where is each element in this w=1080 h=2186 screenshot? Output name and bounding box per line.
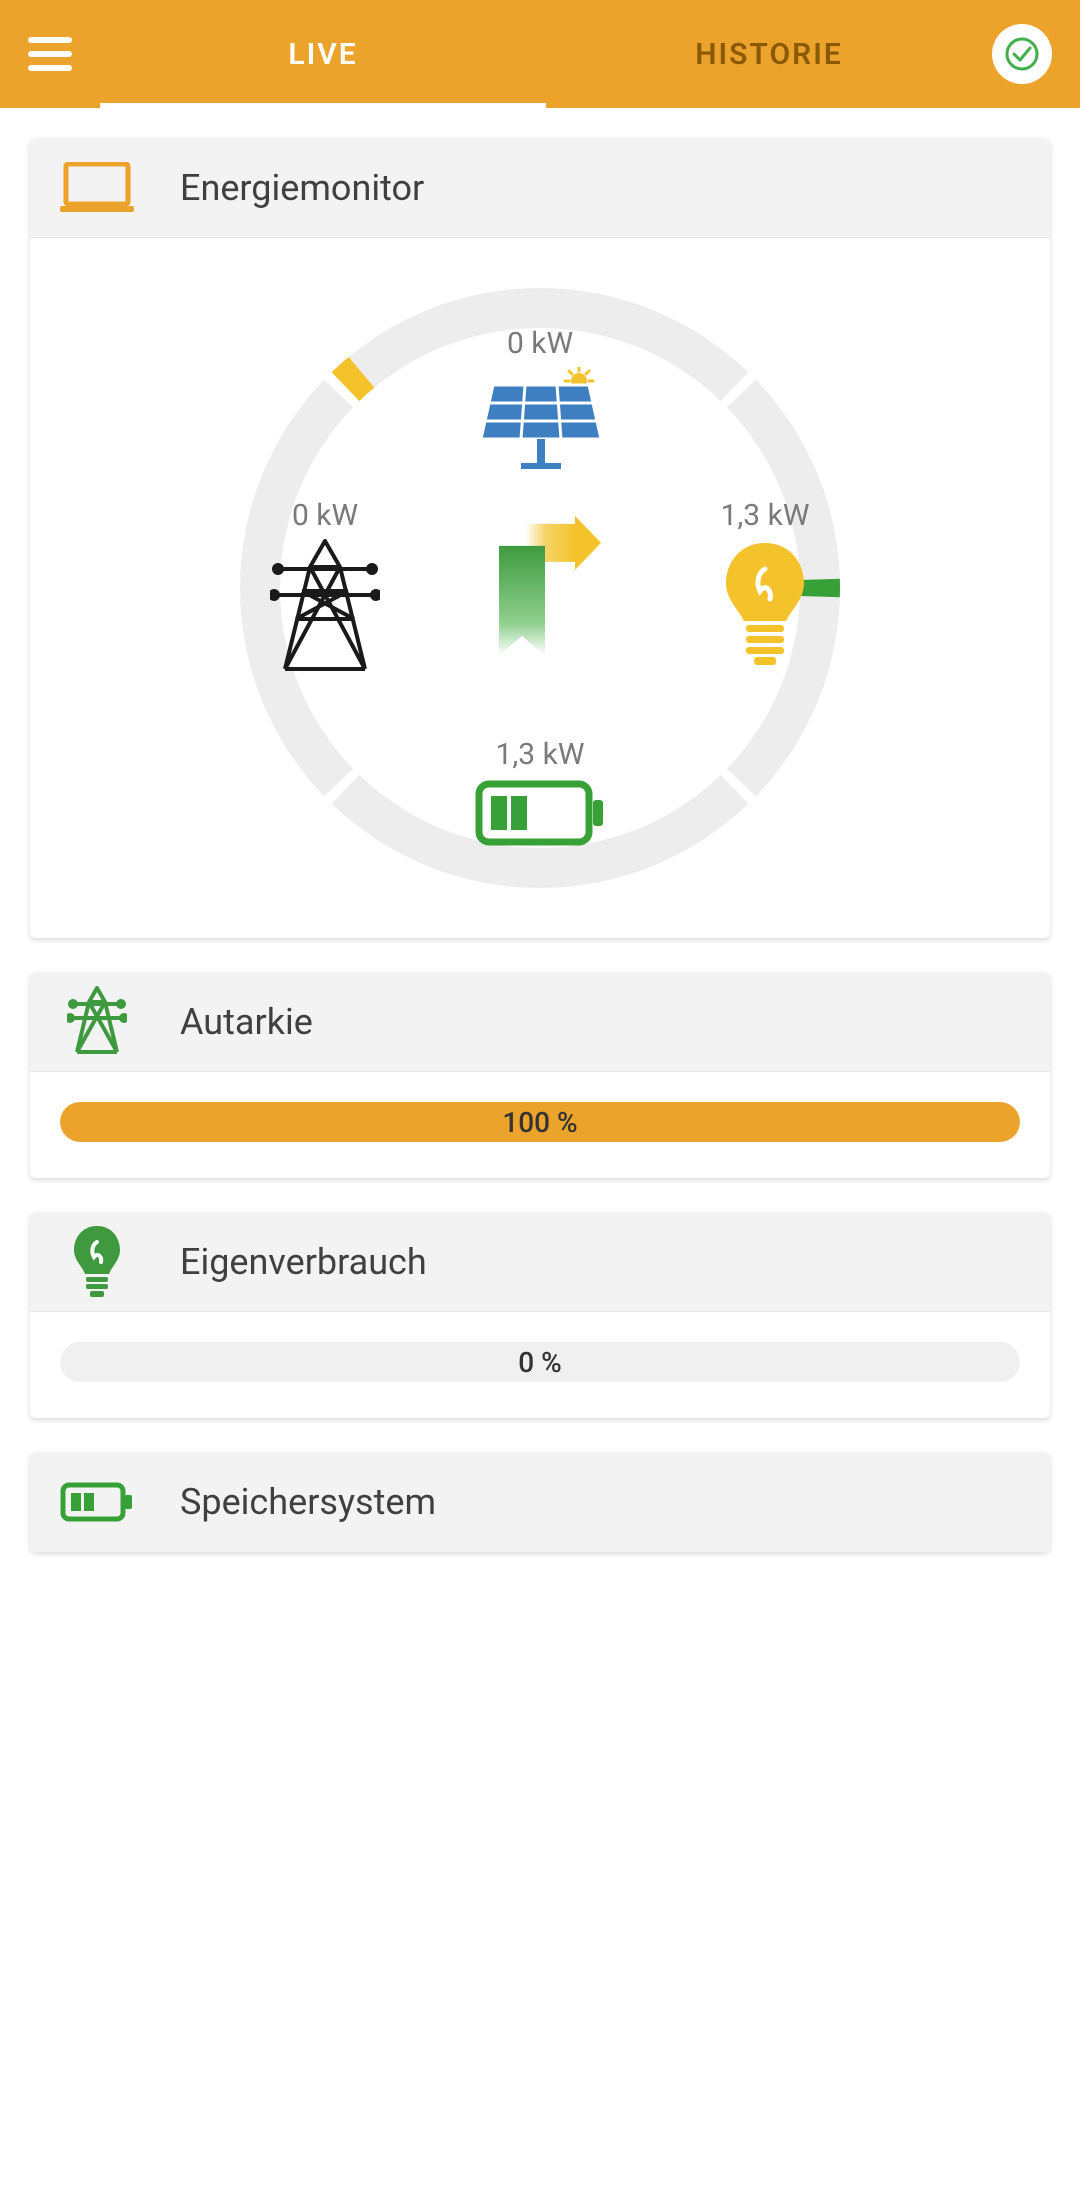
solar-panel-icon (475, 367, 605, 477)
node-consumption: 1,3 kW (720, 498, 810, 669)
tab-bar: LIVE HISTORIE (100, 0, 992, 108)
tab-live[interactable]: LIVE (100, 0, 546, 108)
card-body: 0 kW (30, 238, 1050, 938)
progress-track: 100 % (60, 1102, 1020, 1142)
node-solar: 0 kW (475, 326, 605, 477)
card-header: Speichersystem (30, 1452, 1050, 1552)
power-tower-green-icon (67, 986, 127, 1058)
hamburger-icon (28, 37, 72, 71)
card-header: Energiemonitor (30, 138, 1050, 238)
power-tower-icon (270, 539, 380, 679)
card-speichersystem[interactable]: Speichersystem (30, 1452, 1050, 1552)
tab-historie[interactable]: HISTORIE (546, 0, 992, 108)
progress-text: 0 % (518, 1346, 562, 1379)
card-title: Speichersystem (180, 1481, 436, 1523)
battery-icon (475, 778, 605, 848)
autarkie-progress: 100 % (30, 1072, 1050, 1178)
energy-ring: 0 kW (220, 268, 860, 908)
battery-green-icon (60, 1481, 134, 1523)
progress-text: 100 % (502, 1106, 577, 1139)
node-battery: 1,3 kW (475, 737, 605, 848)
menu-button[interactable] (0, 4, 100, 104)
card-autarkie[interactable]: Autarkie 100 % (30, 972, 1050, 1178)
progress-track: 0 % (60, 1342, 1020, 1382)
app-header: LIVE HISTORIE (0, 0, 1080, 108)
lightbulb-icon (720, 539, 810, 669)
laptop-icon (60, 162, 134, 214)
card-title: Eigenverbrauch (180, 1241, 427, 1283)
node-grid: 0 kW (270, 498, 380, 679)
consumption-value: 1,3 kW (721, 498, 810, 533)
flow-arrow-icon (465, 516, 615, 680)
status-indicator[interactable] (992, 24, 1052, 84)
card-title: Energiemonitor (180, 167, 424, 209)
solar-value: 0 kW (507, 326, 573, 361)
content: Energiemonitor 0 kW (0, 108, 1080, 1552)
grid-value: 0 kW (292, 498, 358, 533)
checkmark-circle-icon (1004, 36, 1040, 72)
battery-value: 1,3 kW (496, 737, 585, 772)
card-header: Eigenverbrauch (30, 1212, 1050, 1312)
card-eigenverbrauch[interactable]: Eigenverbrauch 0 % (30, 1212, 1050, 1418)
eigenverbrauch-progress: 0 % (30, 1312, 1050, 1418)
card-header: Autarkie (30, 972, 1050, 1072)
card-energiemonitor[interactable]: Energiemonitor 0 kW (30, 138, 1050, 938)
card-title: Autarkie (180, 1001, 313, 1043)
lightbulb-green-icon (70, 1224, 124, 1300)
